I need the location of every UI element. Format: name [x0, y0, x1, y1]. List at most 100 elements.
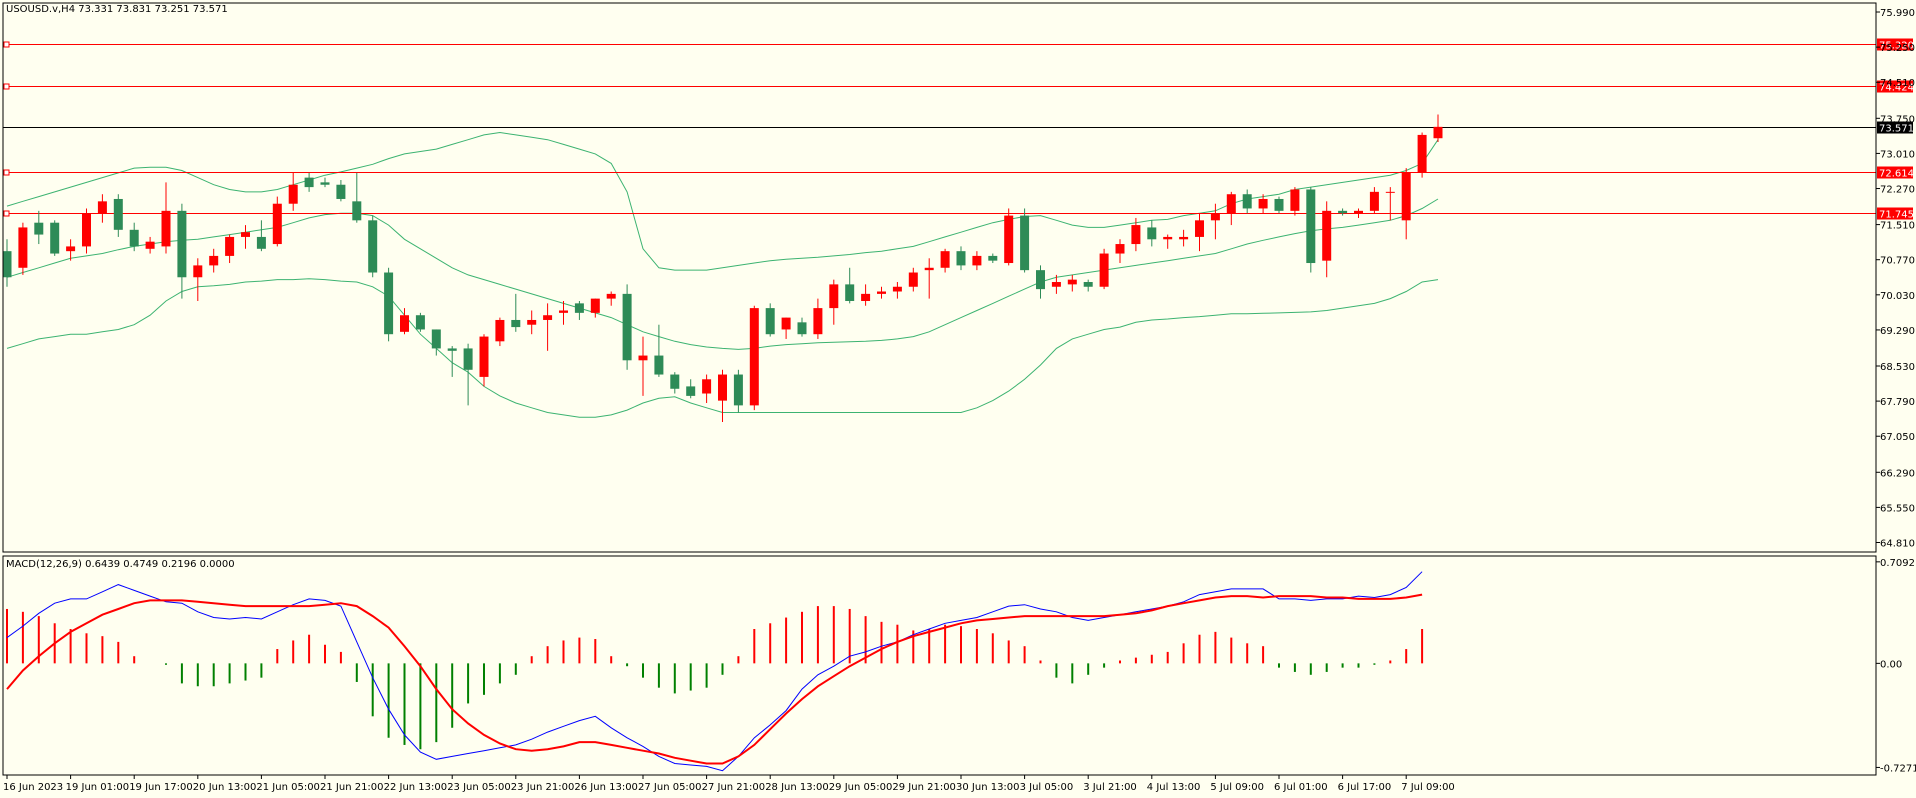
- price-chart-panel[interactable]: 75.320 74.424 72.614 71.745 73.571: [2, 38, 1915, 422]
- candle-body: [845, 284, 855, 301]
- price-axis-label: 66.290: [1880, 468, 1915, 479]
- time-axis-label: 22 Jun 13:00: [384, 782, 448, 793]
- candle-body: [892, 286, 902, 292]
- candle-body: [797, 322, 807, 335]
- macd-line: [6, 571, 1423, 772]
- level-price-tag: [1877, 38, 1913, 51]
- candle-body: [66, 246, 76, 252]
- candle-body: [82, 213, 91, 247]
- candle-body: [781, 317, 791, 330]
- time-axis-label: 6 Jul 17:00: [1338, 782, 1392, 793]
- candle-body: [384, 272, 394, 335]
- time-axis-label: 7 Jul 09:00: [1401, 782, 1455, 793]
- candle-body: [352, 201, 362, 221]
- candle-body: [304, 177, 314, 188]
- price-axis-label: 67.050: [1880, 432, 1915, 443]
- candle-body: [1020, 215, 1030, 271]
- candle-body: [1354, 210, 1363, 214]
- candle-body: [1083, 282, 1093, 287]
- time-axis-label: 29 Jun 05:00: [829, 782, 893, 793]
- level-price-label: 71.745: [1879, 210, 1914, 221]
- candle-body: [924, 267, 934, 271]
- candle-body: [2, 251, 12, 278]
- candle-body: [1274, 198, 1284, 211]
- time-axis-label: 29 Jun 21:00: [892, 782, 956, 793]
- time-axis-label: 20 Jun 13:00: [193, 782, 257, 793]
- candle-body: [34, 222, 44, 235]
- candle-body: [1306, 189, 1316, 264]
- level-line-anchor: [3, 83, 10, 90]
- time-axis-label: 21 Jun 05:00: [256, 782, 320, 793]
- level-price-tag: [1877, 207, 1913, 220]
- candle-body: [1338, 210, 1348, 214]
- candle-body: [18, 227, 28, 268]
- candle-body: [463, 348, 473, 370]
- time-axis-label: 28 Jun 13:00: [765, 782, 829, 793]
- candle-body: [1099, 253, 1109, 287]
- candle-body: [129, 229, 139, 247]
- price-axis-label: 65.550: [1880, 503, 1915, 514]
- candle-body: [1004, 215, 1014, 264]
- candle-body: [1163, 236, 1173, 240]
- candle-body: [654, 355, 664, 375]
- candle-body: [606, 293, 616, 299]
- candle-body: [1417, 134, 1427, 173]
- candle-body: [765, 308, 775, 335]
- price-axis-label: 68.530: [1880, 362, 1915, 373]
- candle-body: [956, 251, 966, 266]
- candle-body: [829, 284, 839, 309]
- candle-body: [209, 255, 219, 266]
- candle-body: [718, 374, 727, 401]
- time-axis-label: 3 Jul 21:00: [1083, 782, 1137, 793]
- candle-body: [400, 315, 409, 332]
- time-axis-label: 19 Jun 17:00: [129, 782, 193, 793]
- macd-panel[interactable]: [6, 571, 1424, 772]
- candle-body: [559, 310, 568, 313]
- candle-body: [1067, 279, 1077, 285]
- level-price-tag: [1877, 166, 1913, 179]
- time-axis-label: 23 Jun 21:00: [511, 782, 575, 793]
- candle-body: [1036, 270, 1045, 290]
- candle-body: [1369, 191, 1379, 211]
- time-axis-label: 27 Jun 21:00: [702, 782, 766, 793]
- time-axis-label: 19 Jun 01:00: [66, 782, 130, 793]
- candle-body: [177, 210, 187, 278]
- candle-body: [1385, 191, 1395, 193]
- time-axis-label: 16 Jun 2023: [3, 782, 63, 793]
- candle-body: [670, 374, 680, 389]
- current-price-label: 73.571: [1879, 124, 1914, 135]
- candle-body: [1051, 282, 1061, 287]
- price-axis-label: 74.510: [1880, 78, 1915, 89]
- candle-body: [972, 255, 982, 266]
- price-axis-label: 67.790: [1880, 397, 1915, 408]
- time-axis-label: 6 Jul 01:00: [1274, 782, 1328, 793]
- level-line-anchor: [3, 41, 10, 48]
- macd-axis-label: 0.00: [1880, 659, 1902, 670]
- price-axis-label: 75.990: [1880, 8, 1915, 19]
- candle-body: [940, 251, 950, 268]
- price-axis-label: 73.750: [1880, 114, 1915, 125]
- candle-body: [97, 201, 107, 214]
- candle-body: [495, 319, 505, 342]
- candle-body: [574, 303, 584, 313]
- candle-body: [415, 315, 425, 330]
- price-axis-label: 69.290: [1880, 326, 1915, 337]
- price-axis-label: 75.250: [1880, 43, 1915, 54]
- candle-body: [1242, 194, 1252, 209]
- candle-body: [1258, 198, 1268, 209]
- candle-body: [590, 298, 600, 313]
- candle-body: [225, 236, 235, 256]
- time-axis-label: 4 Jul 13:00: [1147, 782, 1201, 793]
- candle-body: [733, 374, 743, 406]
- candle-body: [272, 203, 282, 245]
- candle-body: [813, 308, 823, 335]
- candle-body: [1131, 225, 1141, 245]
- candle-body: [368, 220, 378, 273]
- candle-body: [1433, 126, 1443, 139]
- candle-body: [702, 379, 712, 394]
- level-line-anchor: [3, 169, 10, 176]
- candle-body: [161, 210, 171, 247]
- candle-body: [288, 184, 298, 204]
- time-axis-label: 23 Jun 05:00: [447, 782, 511, 793]
